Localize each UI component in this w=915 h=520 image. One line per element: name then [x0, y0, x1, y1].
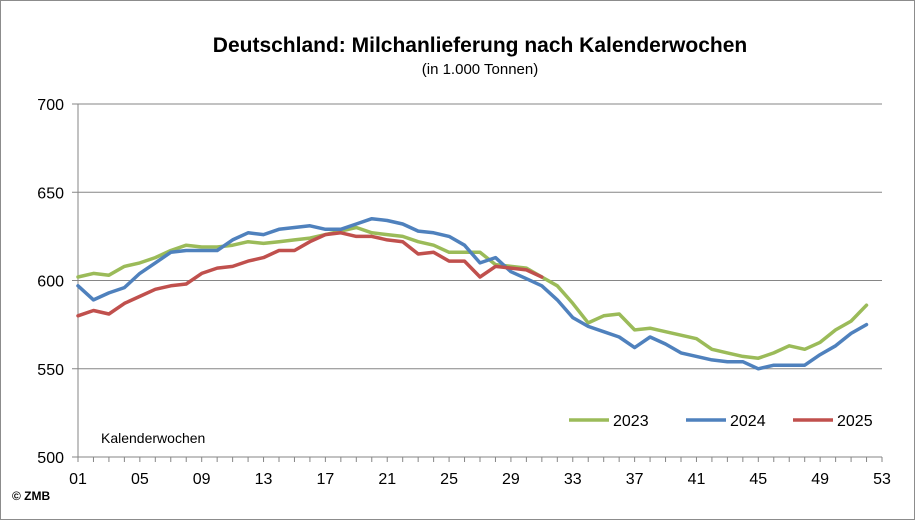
y-axis-tick-labels: 500 550 600 650 700 — [37, 97, 64, 467]
axes — [77, 104, 883, 462]
series-line-2025 — [76, 231, 544, 318]
series-lines — [76, 216, 869, 371]
legend-label-2023: 2023 — [613, 413, 649, 430]
x-tick-label-37: 37 — [626, 471, 644, 488]
x-tick-label-17: 17 — [316, 471, 334, 488]
y-tick-label-600: 600 — [37, 274, 64, 291]
chart-subtitle: (in 1.000 Tonnen) — [422, 61, 538, 78]
x-axis-tick-labels: 01 05 09 13 17 21 25 29 33 37 41 45 49 53 — [69, 471, 891, 488]
legend-label-2025: 2025 — [837, 413, 873, 430]
x-tick-label-41: 41 — [688, 471, 706, 488]
y-tick-label-650: 650 — [37, 185, 64, 202]
legend: 2023 2024 2025 — [569, 413, 873, 430]
grid-lines — [72, 103, 882, 458]
x-tick-label-09: 09 — [193, 471, 211, 488]
chart-title: Deutschland: Milchanlieferung nach Kalen… — [213, 34, 747, 57]
y-tick-label-700: 700 — [37, 97, 64, 114]
series-line-2023 — [76, 225, 869, 360]
x-tick-label-21: 21 — [378, 471, 396, 488]
x-axis-label: Kalenderwochen — [101, 430, 205, 446]
series-line-2024 — [76, 216, 869, 371]
legend-label-2024: 2024 — [730, 413, 766, 430]
x-tick-label-45: 45 — [749, 471, 767, 488]
x-tick-label-25: 25 — [440, 471, 458, 488]
x-tick-label-33: 33 — [564, 471, 582, 488]
x-tick-label-05: 05 — [131, 471, 149, 488]
x-tick-label-01: 01 — [69, 471, 87, 488]
y-tick-label-500: 500 — [37, 450, 64, 467]
x-tick-label-53: 53 — [873, 471, 891, 488]
x-tick-label-13: 13 — [255, 471, 273, 488]
y-tick-label-550: 550 — [37, 362, 64, 379]
copyright-text: © ZMB — [12, 489, 51, 503]
x-tick-label-29: 29 — [502, 471, 520, 488]
x-tick-label-49: 49 — [811, 471, 829, 488]
